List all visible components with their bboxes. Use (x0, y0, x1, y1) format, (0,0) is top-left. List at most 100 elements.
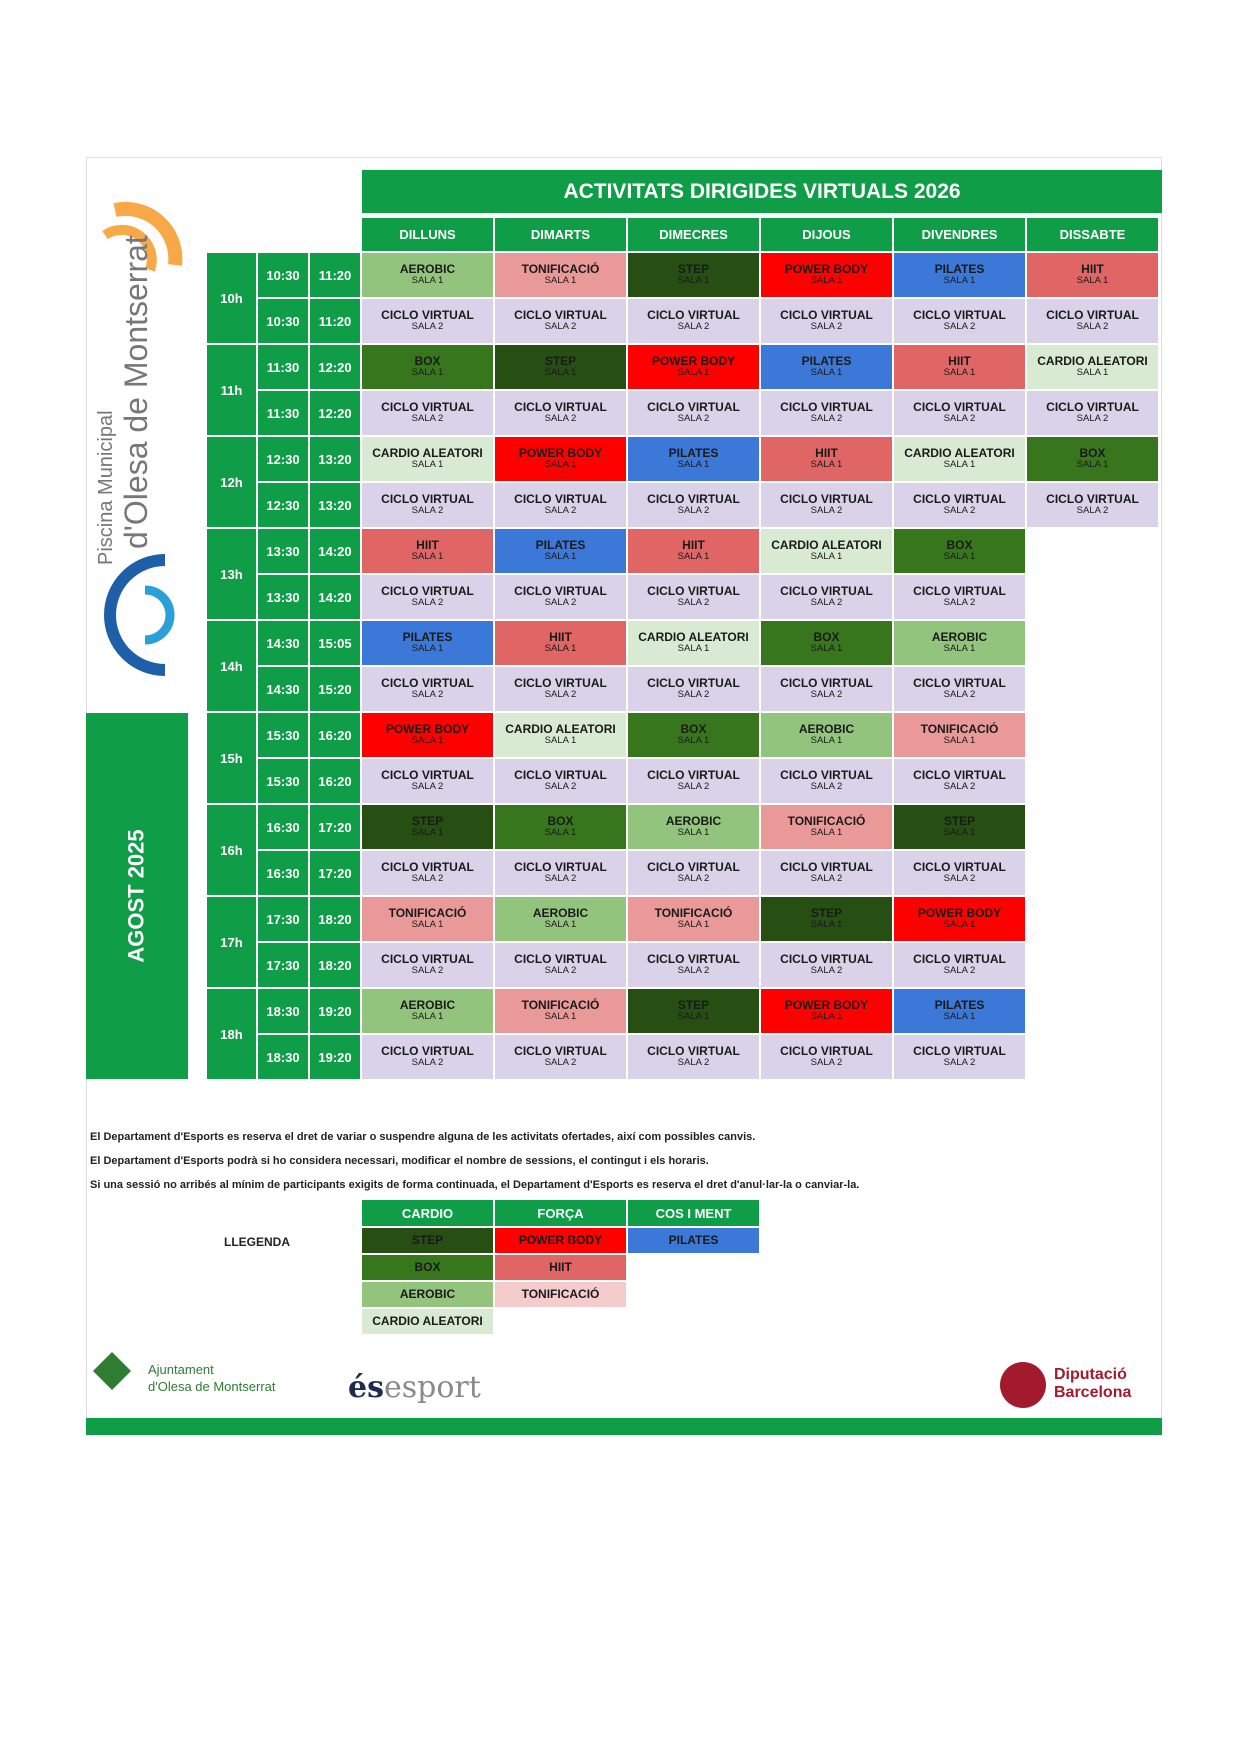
end-time: 12:20 (310, 345, 360, 389)
session: HIIT SALA 1 (495, 621, 626, 665)
session: CICLO VIRTUAL SALA 2 (628, 851, 759, 895)
room: SALA 2 (943, 781, 976, 793)
room: SALA 2 (544, 597, 577, 609)
room: SALA 1 (544, 827, 577, 839)
session: STEP SALA 1 (761, 897, 892, 941)
session: BOX SALA 1 (894, 529, 1025, 573)
room: SALA 1 (1076, 275, 1109, 287)
activity: CICLO VIRTUAL (514, 1043, 607, 1058)
activity: TONIFICACIÓ (787, 813, 866, 828)
note: Si una sessió no arribés al mínim de par… (90, 1179, 860, 1191)
legend-item: AEROBIC (362, 1282, 493, 1307)
session: TONIFICACIÓ SALA 1 (362, 897, 493, 941)
logo (102, 201, 183, 676)
activity: AEROBIC (931, 629, 988, 644)
session: PILATES SALA 1 (628, 437, 759, 481)
activity: CICLO VIRTUAL (514, 859, 607, 874)
session: POWER BODY SALA 1 (628, 345, 759, 389)
activity: STEP (943, 813, 976, 828)
activity: CICLO VIRTUAL (780, 951, 873, 966)
end-time: 13:20 (310, 437, 360, 481)
room: SALA 1 (677, 643, 710, 655)
session: PILATES SALA 1 (894, 989, 1025, 1033)
activity: CARDIO ALEATORI (904, 445, 1015, 460)
session: AEROBIC SALA 1 (628, 805, 759, 849)
room: SALA 1 (810, 1011, 843, 1023)
room: SALA 2 (943, 413, 976, 425)
session: CICLO VIRTUAL SALA 2 (628, 391, 759, 435)
diputacio-icon (1000, 1362, 1046, 1408)
room: SALA 2 (943, 321, 976, 333)
room: SALA 2 (544, 781, 577, 793)
session: BOX SALA 1 (628, 713, 759, 757)
activity: AEROBIC (532, 905, 589, 920)
session: CICLO VIRTUAL SALA 2 (894, 483, 1025, 527)
session: CICLO VIRTUAL SALA 2 (495, 667, 626, 711)
room: SALA 1 (677, 919, 710, 931)
session: CICLO VIRTUAL SALA 2 (362, 575, 493, 619)
diputacio-1: Diputació (1054, 1366, 1127, 1383)
room: SALA 1 (411, 919, 444, 931)
session: CICLO VIRTUAL SALA 2 (1027, 299, 1158, 343)
diputacio-logo: Diputació Barcelona (1054, 1366, 1131, 1403)
room: SALA 1 (544, 919, 577, 931)
activity: CICLO VIRTUAL (780, 307, 873, 322)
session: CICLO VIRTUAL SALA 2 (761, 299, 892, 343)
session: STEP SALA 1 (495, 345, 626, 389)
activity: CICLO VIRTUAL (1046, 399, 1139, 414)
room: SALA 2 (411, 781, 444, 793)
room: SALA 2 (677, 781, 710, 793)
legend-text: PILATES (668, 1232, 719, 1247)
session: CICLO VIRTUAL SALA 2 (761, 483, 892, 527)
session: STEP SALA 1 (628, 253, 759, 297)
end-time: 14:20 (310, 529, 360, 573)
session: BOX SALA 1 (761, 621, 892, 665)
room: SALA 1 (1076, 367, 1109, 379)
activity: POWER BODY (917, 905, 1002, 920)
session: CICLO VIRTUAL SALA 2 (362, 851, 493, 895)
room: SALA 2 (544, 505, 577, 517)
legend-item: CARDIO ALEATORI (362, 1309, 493, 1334)
hour-label: 17h (207, 897, 256, 987)
activity: CICLO VIRTUAL (381, 307, 474, 322)
start-time: 10:30 (258, 299, 308, 343)
legend-header: COS I MENT (628, 1200, 759, 1226)
end-time: 12:20 (310, 391, 360, 435)
activity: TONIFICACIÓ (388, 905, 467, 920)
session: CICLO VIRTUAL SALA 2 (761, 391, 892, 435)
end-time: 18:20 (310, 897, 360, 941)
room: SALA 2 (943, 689, 976, 701)
start-time: 12:30 (258, 437, 308, 481)
activity: POWER BODY (518, 445, 603, 460)
activity: PILATES (934, 261, 985, 276)
session: TONIFICACIÓ SALA 1 (894, 713, 1025, 757)
activity: CICLO VIRTUAL (514, 307, 607, 322)
legend-item: POWER BODY (495, 1228, 626, 1253)
session: POWER BODY SALA 1 (761, 989, 892, 1033)
activity: CICLO VIRTUAL (647, 583, 740, 598)
session: HIIT SALA 1 (628, 529, 759, 573)
session: PILATES SALA 1 (495, 529, 626, 573)
legend-label: LLEGENDA (224, 1235, 290, 1249)
end-time: 18:20 (310, 943, 360, 987)
session: CICLO VIRTUAL SALA 2 (495, 575, 626, 619)
room: SALA 2 (677, 965, 710, 977)
room: SALA 1 (810, 735, 843, 747)
session: CICLO VIRTUAL SALA 2 (495, 943, 626, 987)
room: SALA 2 (810, 597, 843, 609)
room: SALA 2 (810, 321, 843, 333)
legend-header: CARDIO (362, 1200, 493, 1226)
start-time: 12:30 (258, 483, 308, 527)
activity: TONIFICACIÓ (521, 261, 600, 276)
room: SALA 2 (411, 505, 444, 517)
room: SALA 2 (677, 1057, 710, 1069)
room: SALA 2 (810, 1057, 843, 1069)
activity: CICLO VIRTUAL (647, 399, 740, 414)
session: CICLO VIRTUAL SALA 2 (362, 759, 493, 803)
session: PILATES SALA 1 (761, 345, 892, 389)
room: SALA 1 (943, 367, 976, 379)
room: SALA 1 (411, 459, 444, 471)
room: SALA 2 (411, 873, 444, 885)
activity: CICLO VIRTUAL (647, 675, 740, 690)
activity: BOX (547, 813, 574, 828)
